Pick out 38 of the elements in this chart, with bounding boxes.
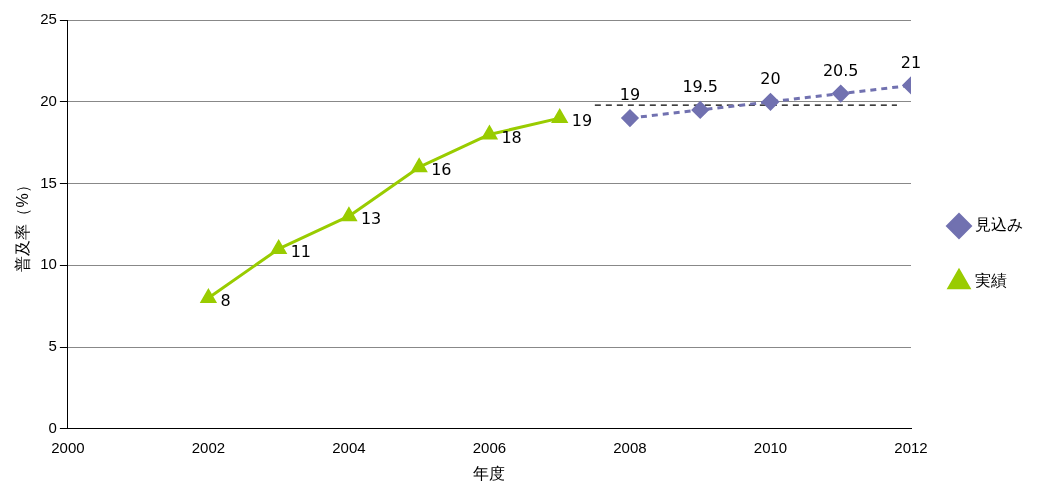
point	[341, 207, 357, 222]
point	[621, 109, 639, 127]
y-tick-label: 5	[48, 337, 57, 355]
point	[200, 289, 216, 303]
point	[411, 158, 427, 173]
y-tick-label: 20	[40, 91, 57, 109]
x-axis-title: 年度	[473, 464, 506, 482]
data-label: 11	[290, 242, 312, 262]
legend-label: 実績	[975, 272, 1007, 290]
data-label: 19	[619, 85, 641, 105]
data-label: 8	[220, 291, 231, 311]
point	[832, 85, 850, 103]
data-label: 13	[360, 209, 382, 229]
legend-label: 見込み	[975, 216, 1023, 234]
point	[271, 240, 287, 254]
x-tick-label: 2010	[753, 438, 788, 456]
data-label: 16	[431, 160, 452, 180]
x-tick-label: 2008	[613, 438, 647, 456]
x-tick-label: 2002	[191, 438, 226, 456]
x-tick-label: 2006	[472, 438, 507, 456]
data-label: 19	[571, 111, 593, 131]
data-label: 20	[760, 68, 781, 88]
x-tick-label: 2012	[894, 438, 928, 456]
point	[552, 109, 568, 124]
y-tick-label: 0	[48, 418, 57, 436]
y-tick-label: 15	[40, 173, 57, 191]
data-label: 18	[501, 127, 522, 147]
y-tick-label: 25	[40, 10, 57, 28]
y-axis-title: 普及率（%）	[14, 177, 32, 272]
y-tick-label: 10	[40, 255, 57, 273]
x-tick-label: 2000	[51, 438, 85, 456]
data-label: 20.5	[822, 60, 859, 80]
point	[691, 101, 709, 119]
point	[481, 125, 497, 140]
point	[761, 93, 779, 111]
data-label: 21	[900, 52, 922, 72]
data-label: 19.5	[682, 77, 719, 97]
x-tick-label: 2004	[332, 438, 366, 456]
